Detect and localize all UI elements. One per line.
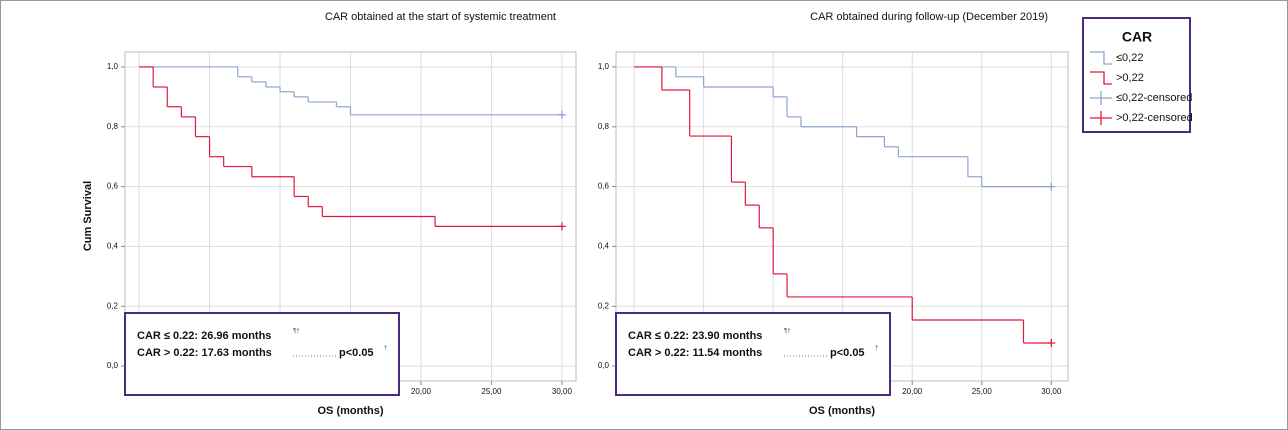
annotation: p<0.05 bbox=[339, 347, 374, 359]
y-tick-label: 0,6 bbox=[107, 182, 119, 191]
x-tick-label: 30,00 bbox=[552, 387, 573, 396]
annotation: CAR ≤ 0.22: 23.90 months bbox=[628, 330, 762, 342]
y-tick-label: 0,6 bbox=[598, 182, 610, 191]
annotation-footnote: † bbox=[384, 346, 387, 352]
x-axis-label: OS (months) bbox=[809, 405, 875, 417]
annotation-footnote: ¶† bbox=[293, 329, 300, 335]
x-axis-label: OS (months) bbox=[318, 405, 384, 417]
y-tick-label: 1,0 bbox=[107, 62, 119, 71]
y-tick-label: 0,8 bbox=[598, 122, 610, 131]
legend-symbol bbox=[1090, 91, 1112, 105]
annotation: CAR ≤ 0.22: 26.96 months bbox=[137, 330, 271, 342]
x-tick-label: 25,00 bbox=[481, 387, 502, 396]
x-tick-label: 30,00 bbox=[1041, 387, 1062, 396]
chart-title: CAR obtained during follow-up (December … bbox=[810, 11, 1048, 23]
y-tick-label: 0,0 bbox=[598, 361, 610, 370]
y-tick-label: 0,0 bbox=[107, 361, 119, 370]
annotation: CAR > 0.22: 11.54 months bbox=[628, 347, 762, 359]
annotation: p<0.05 bbox=[830, 347, 865, 359]
annotation: CAR > 0.22: 17.63 months bbox=[137, 347, 272, 359]
legend-symbol bbox=[1090, 51, 1112, 65]
annotation-box bbox=[124, 312, 400, 396]
y-tick-label: 0,2 bbox=[107, 301, 119, 310]
legend-label: ≤0,22 bbox=[1116, 52, 1143, 64]
censor-mark bbox=[1047, 339, 1056, 348]
x-tick-label: 20,00 bbox=[411, 387, 432, 396]
legend-label: ≤0,22-censored bbox=[1116, 92, 1192, 104]
censor-mark bbox=[1047, 182, 1056, 191]
legend-label: >0,22-censored bbox=[1116, 112, 1193, 124]
chart-title: CAR obtained at the start of systemic tr… bbox=[325, 11, 556, 23]
censor-mark bbox=[557, 110, 566, 119]
y-tick-label: 1,0 bbox=[598, 62, 610, 71]
x-tick-label: 20,00 bbox=[902, 387, 923, 396]
censor-mark bbox=[557, 222, 566, 231]
y-axis-label: Cum Survival bbox=[82, 181, 94, 251]
y-tick-label: 0,4 bbox=[598, 242, 610, 251]
y-tick-label: 0,2 bbox=[598, 301, 610, 310]
legend-symbol bbox=[1090, 71, 1112, 85]
y-tick-label: 0,8 bbox=[107, 122, 119, 131]
annotation-box bbox=[615, 312, 891, 396]
annotation-footnote: ¶† bbox=[784, 329, 791, 335]
x-tick-label: 25,00 bbox=[972, 387, 993, 396]
y-tick-label: 0,4 bbox=[107, 242, 119, 251]
legend-title: CAR bbox=[1122, 29, 1152, 45]
legend-symbol bbox=[1090, 111, 1112, 125]
legend-label: >0,22 bbox=[1116, 72, 1144, 84]
annotation-footnote: † bbox=[875, 346, 878, 352]
